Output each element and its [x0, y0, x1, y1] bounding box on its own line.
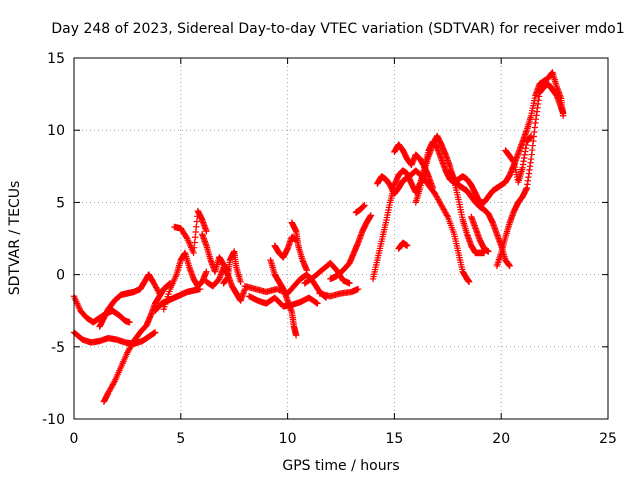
data-point — [367, 212, 375, 219]
series-27 — [502, 132, 535, 186]
data-point — [361, 202, 368, 209]
x-axis-label: GPS time / hours — [282, 458, 399, 474]
data-point — [313, 299, 320, 306]
y-axis-label: SDTVAR / TECUs — [7, 181, 23, 296]
x-tick-label: 25 — [599, 431, 617, 447]
series-6 — [171, 207, 210, 257]
axis-ticks — [73, 57, 609, 420]
data-point — [155, 288, 162, 296]
data-point — [465, 278, 473, 286]
series-17 — [327, 212, 375, 283]
x-tick-label: 0 — [70, 431, 79, 447]
series-18 — [352, 202, 368, 216]
data-points — [70, 69, 567, 405]
series-5 — [160, 249, 210, 313]
series-9 — [220, 248, 244, 287]
data-point — [237, 278, 244, 286]
data-point — [559, 109, 567, 117]
data-point — [429, 184, 437, 192]
grid-lines — [74, 58, 608, 419]
series-3 — [96, 271, 163, 330]
y-tick-label: -10 — [42, 412, 65, 428]
y-tick-label: 5 — [56, 195, 65, 211]
data-point — [110, 379, 117, 387]
data-point — [506, 262, 513, 270]
series-25 — [493, 80, 567, 270]
series-13 — [271, 233, 300, 261]
x-tick-label: 5 — [176, 431, 185, 447]
data-point — [485, 248, 492, 255]
data-point — [126, 319, 133, 326]
data-point — [151, 329, 159, 336]
data-point — [404, 242, 411, 249]
series-11 — [245, 293, 321, 310]
data-point — [527, 132, 535, 140]
data-point — [292, 332, 300, 339]
series-24 — [446, 167, 513, 270]
series-15 — [301, 259, 353, 287]
data-point — [203, 268, 210, 275]
data-point — [346, 280, 353, 287]
data-point — [443, 212, 451, 219]
y-tick-label: 0 — [56, 268, 65, 284]
series-22 — [395, 239, 411, 252]
series-26 — [468, 213, 492, 255]
data-point — [354, 285, 362, 293]
series-1 — [70, 329, 159, 348]
x-tick-label: 15 — [385, 431, 403, 447]
data-point — [314, 300, 321, 307]
y-tick-label: 10 — [47, 123, 65, 139]
series-12 — [267, 256, 300, 339]
data-point — [156, 290, 163, 297]
x-tick-label: 10 — [279, 431, 297, 447]
plot-frame — [73, 57, 609, 420]
y-tick-label: -5 — [51, 340, 65, 356]
series-20 — [374, 167, 473, 286]
y-tick-label: 15 — [47, 51, 65, 67]
series-14 — [288, 219, 311, 274]
series-16 — [316, 285, 362, 300]
tick-labels: 0 5 10 15 20 25 -10 -5 0 5 10 15 — [42, 51, 617, 447]
x-tick-label: 20 — [492, 431, 510, 447]
data-point — [303, 267, 311, 274]
data-point — [203, 228, 210, 235]
chart-title: Day 248 of 2023, Sidereal Day-to-day VTE… — [51, 21, 624, 37]
